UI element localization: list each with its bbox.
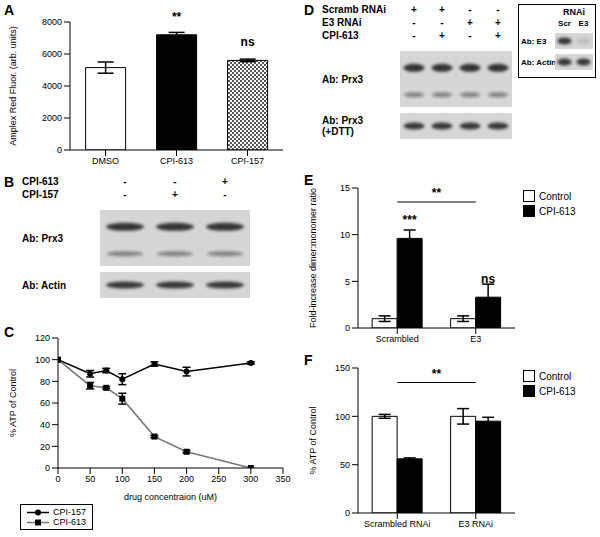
html-text:RNAi: RNAi	[563, 7, 585, 17]
svg-text:0: 0	[45, 463, 50, 473]
html-text:D: D	[304, 2, 315, 18]
svg-text:2000: 2000	[42, 113, 62, 123]
html-text:CPI-613: CPI-613	[53, 517, 86, 527]
svg-text:**: **	[172, 10, 182, 24]
svg-text:100: 100	[35, 355, 50, 365]
svg-text:50: 50	[340, 460, 350, 470]
svg-text:E3 RNAi: E3 RNAi	[458, 519, 493, 529]
html-text:Control: Control	[539, 370, 572, 382]
html-text:CPI-157: CPI-157	[53, 507, 86, 517]
svg-text:% ATP of Control: % ATP of Control	[8, 369, 18, 437]
svg-text:8000: 8000	[42, 17, 62, 27]
svg-text:6000: 6000	[42, 49, 62, 59]
html-text:E3 RNAi: E3 RNAi	[322, 17, 362, 28]
html-text:CPI-613: CPI-613	[539, 205, 576, 217]
html-text:B: B	[4, 174, 15, 190]
svg-text:**: **	[432, 367, 442, 381]
svg-text:CPI-613: CPI-613	[160, 156, 193, 166]
html-text:CPI-157: CPI-157	[22, 189, 59, 200]
svg-text:250: 250	[211, 474, 226, 484]
html-text:E3: E3	[578, 19, 589, 28]
svg-text:***: ***	[403, 213, 417, 227]
svg-text:350: 350	[275, 474, 290, 484]
svg-text:E3: E3	[470, 334, 481, 344]
html-text:Ab: Prx3: Ab: Prx3	[22, 232, 64, 244]
svg-text:20: 20	[40, 442, 50, 452]
html-text:E: E	[304, 172, 314, 188]
html-text:Ab: Prx3 (+DTT): Ab: Prx3 (+DTT)	[322, 115, 364, 137]
svg-text:CPI-157: CPI-157	[231, 156, 264, 166]
html-text:CPI-613: CPI-613	[539, 385, 576, 397]
svg-text:Amplex Red Fluor. (arb. units): Amplex Red Fluor. (arb. units)	[8, 26, 18, 146]
html-text:C: C	[4, 324, 15, 340]
svg-text:0: 0	[57, 145, 62, 155]
html-text:Ab: E3: Ab: E3	[521, 36, 547, 46]
html-text:F: F	[304, 352, 313, 368]
svg-text:ns: ns	[481, 272, 495, 286]
svg-text:200: 200	[179, 474, 194, 484]
svg-text:150: 150	[335, 363, 350, 373]
html-text:Scramb RNAi: Scramb RNAi	[322, 4, 386, 15]
html-text:CPI-613: CPI-613	[22, 176, 59, 187]
svg-text:Scrambled: Scrambled	[376, 334, 419, 344]
svg-text:80: 80	[40, 377, 50, 387]
svg-text:60: 60	[40, 398, 50, 408]
svg-text:15: 15	[340, 183, 350, 193]
svg-text:100: 100	[115, 474, 130, 484]
svg-text:5: 5	[345, 277, 350, 287]
svg-text:4000: 4000	[42, 81, 62, 91]
html-text:CPI-613: CPI-613	[322, 30, 359, 41]
svg-text:Scrambled RNAi: Scrambled RNAi	[364, 519, 431, 529]
html-text:Ab: Prx3: Ab: Prx3	[322, 73, 364, 85]
svg-text:300: 300	[243, 474, 258, 484]
svg-text:40: 40	[40, 420, 50, 430]
html-text:Scr: Scr	[558, 19, 571, 28]
html-text:Ab: Actin: Ab: Actin	[22, 279, 67, 291]
svg-text:0: 0	[345, 508, 350, 518]
svg-text:drug concentraion (uM): drug concentraion (uM)	[124, 492, 217, 502]
svg-text:10: 10	[340, 230, 350, 240]
svg-text:% ATP of Control: % ATP of Control	[308, 406, 318, 474]
html-text:A: A	[4, 2, 15, 18]
svg-text:120: 120	[35, 333, 50, 343]
html-text:Control: Control	[539, 190, 572, 202]
svg-text:100: 100	[335, 412, 350, 422]
html-text:Ab: Actin: Ab: Actin	[521, 57, 557, 67]
svg-text:DMSO: DMSO	[92, 156, 119, 166]
svg-text:Fold-increase dimer:monomer ra: Fold-increase dimer:monomer ratio	[308, 188, 318, 328]
svg-text:0: 0	[55, 474, 60, 484]
svg-text:50: 50	[85, 474, 95, 484]
svg-text:150: 150	[147, 474, 162, 484]
svg-text:**: **	[432, 186, 442, 200]
svg-text:ns: ns	[241, 35, 255, 49]
svg-text:0: 0	[345, 323, 350, 333]
